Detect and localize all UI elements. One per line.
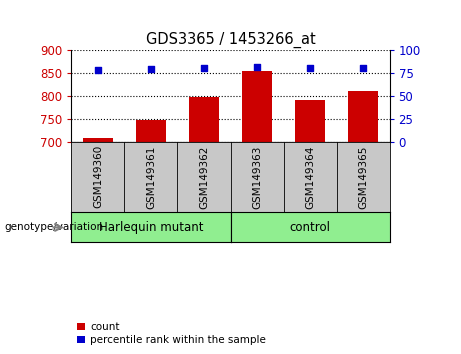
Bar [296, 100, 325, 142]
Text: GSM149365: GSM149365 [358, 145, 368, 209]
Point [148, 66, 155, 72]
Legend: count, percentile rank within the sample: count, percentile rank within the sample [77, 322, 266, 345]
Text: GSM149364: GSM149364 [305, 145, 315, 209]
Point [200, 65, 207, 71]
Text: GSM149360: GSM149360 [93, 145, 103, 209]
Point [254, 64, 261, 70]
Text: Harlequin mutant: Harlequin mutant [99, 221, 203, 234]
Text: genotype/variation: genotype/variation [5, 222, 104, 233]
Point [306, 65, 313, 71]
Text: control: control [290, 221, 331, 234]
Bar [136, 120, 165, 142]
Point [359, 65, 366, 71]
Text: GSM149363: GSM149363 [252, 145, 262, 209]
Title: GDS3365 / 1453266_at: GDS3365 / 1453266_at [146, 32, 315, 48]
Bar [83, 138, 112, 142]
Bar [349, 91, 378, 142]
Bar [189, 97, 219, 142]
Text: GSM149362: GSM149362 [199, 145, 209, 209]
Point [94, 67, 101, 73]
Text: GSM149361: GSM149361 [146, 145, 156, 209]
Bar [242, 71, 272, 142]
